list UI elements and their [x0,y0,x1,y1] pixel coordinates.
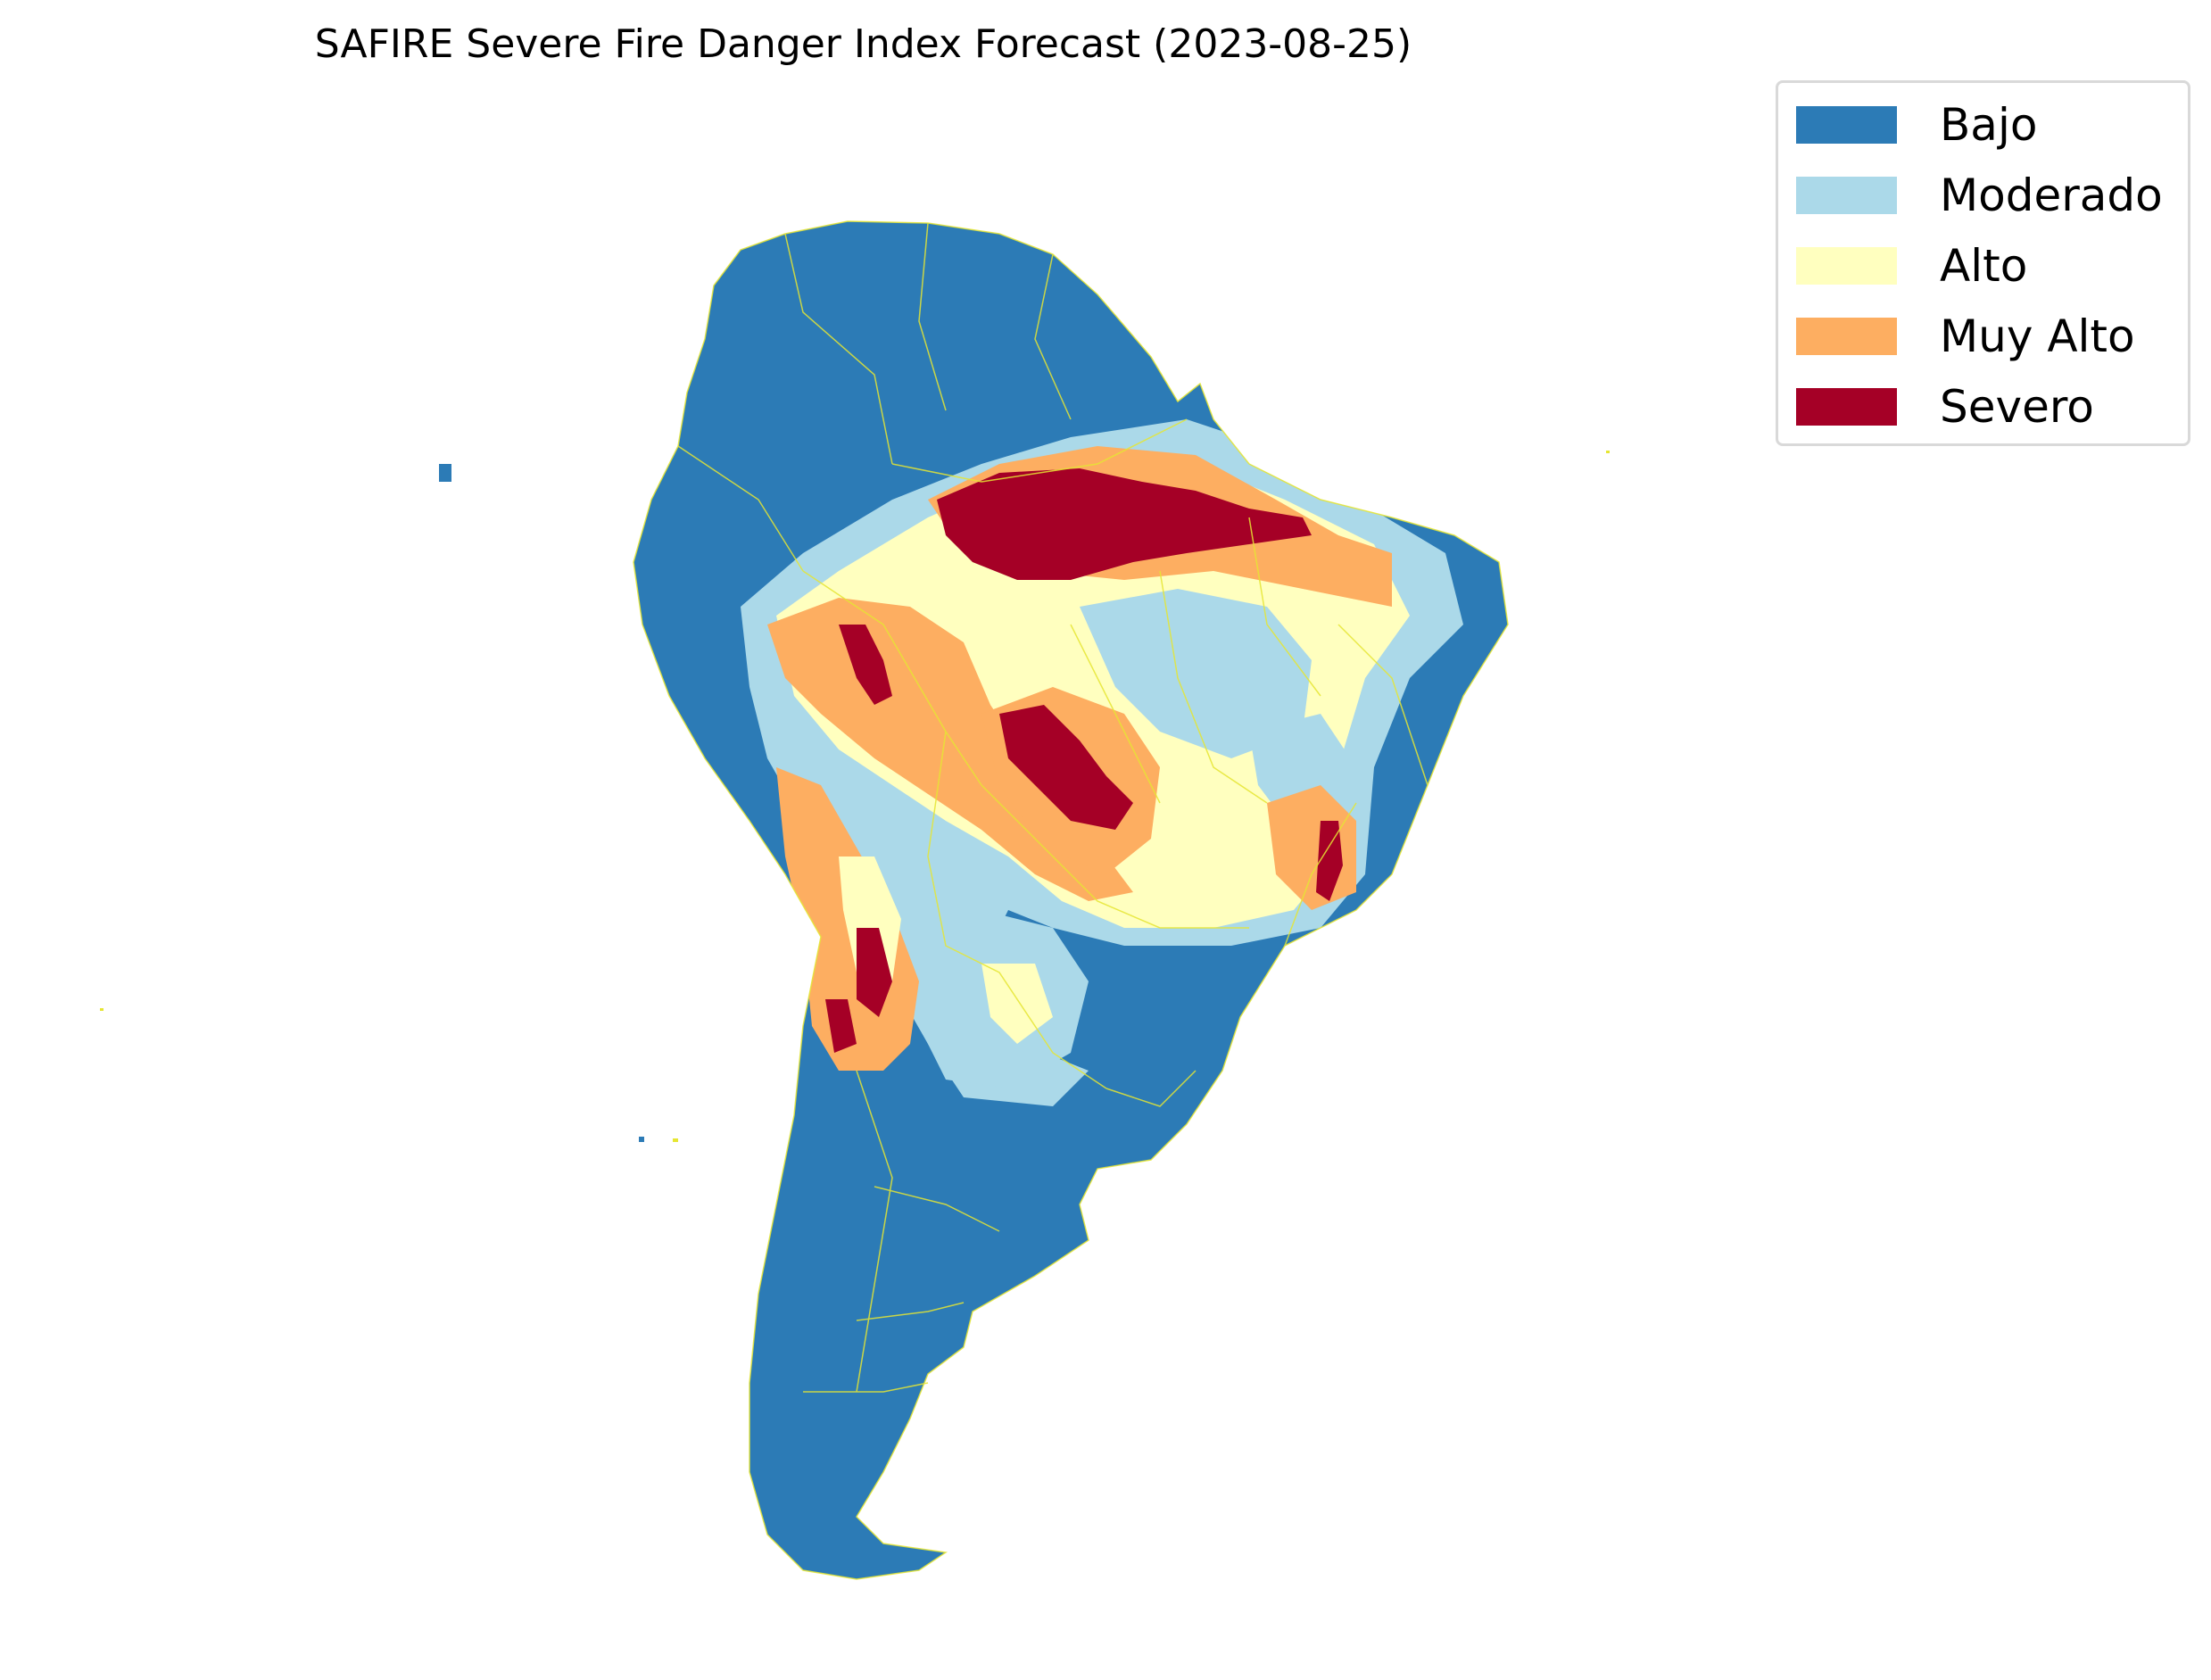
zone-severo-central [999,705,1133,830]
legend-label-muy-alto: Muy Alto [1940,310,2135,362]
legend-item-moderado: Moderado [1796,170,2163,221]
legend-item-severo: Severo [1796,381,2094,433]
legend-item-bajo: Bajo [1796,99,2037,151]
zone-andes-severo [857,928,892,1017]
zone-south-alto [981,964,1053,1044]
boundaries [633,220,1509,1580]
island-small-1 [639,1137,644,1142]
legend-swatch-severo [1796,388,1897,426]
map-legend: Bajo Moderado Alto Muy Alto Severo [1776,80,2190,446]
zone-severo-east [1316,821,1343,901]
legend-label-bajo: Bajo [1940,99,2038,151]
fire-danger-map [100,220,1610,1580]
zone-severo-north [937,468,1312,580]
island-small-4 [1606,451,1610,453]
legend-swatch-alto [1796,247,1897,285]
zone-moderado-interior [1080,589,1312,758]
legend-swatch-muy-alto [1796,318,1897,355]
legend-label-alto: Alto [1940,240,2028,292]
map-title: SAFIRE Severe Fire Danger Index Forecast… [314,21,1412,67]
island-galapagos [439,464,451,482]
island-small-2 [673,1138,678,1142]
zone-andes-alto [839,857,901,981]
legend-item-muy-alto: Muy Alto [1796,310,2135,362]
zone-chile-severo [825,999,857,1053]
legend-item-alto: Alto [1796,240,2027,292]
zone-severo-west [839,625,892,705]
island-small-3 [100,1008,104,1011]
legend-swatch-bajo [1796,106,1897,144]
legend-swatch-moderado [1796,177,1897,214]
legend-label-severo: Severo [1940,381,2094,433]
legend-label-moderado: Moderado [1940,170,2163,221]
